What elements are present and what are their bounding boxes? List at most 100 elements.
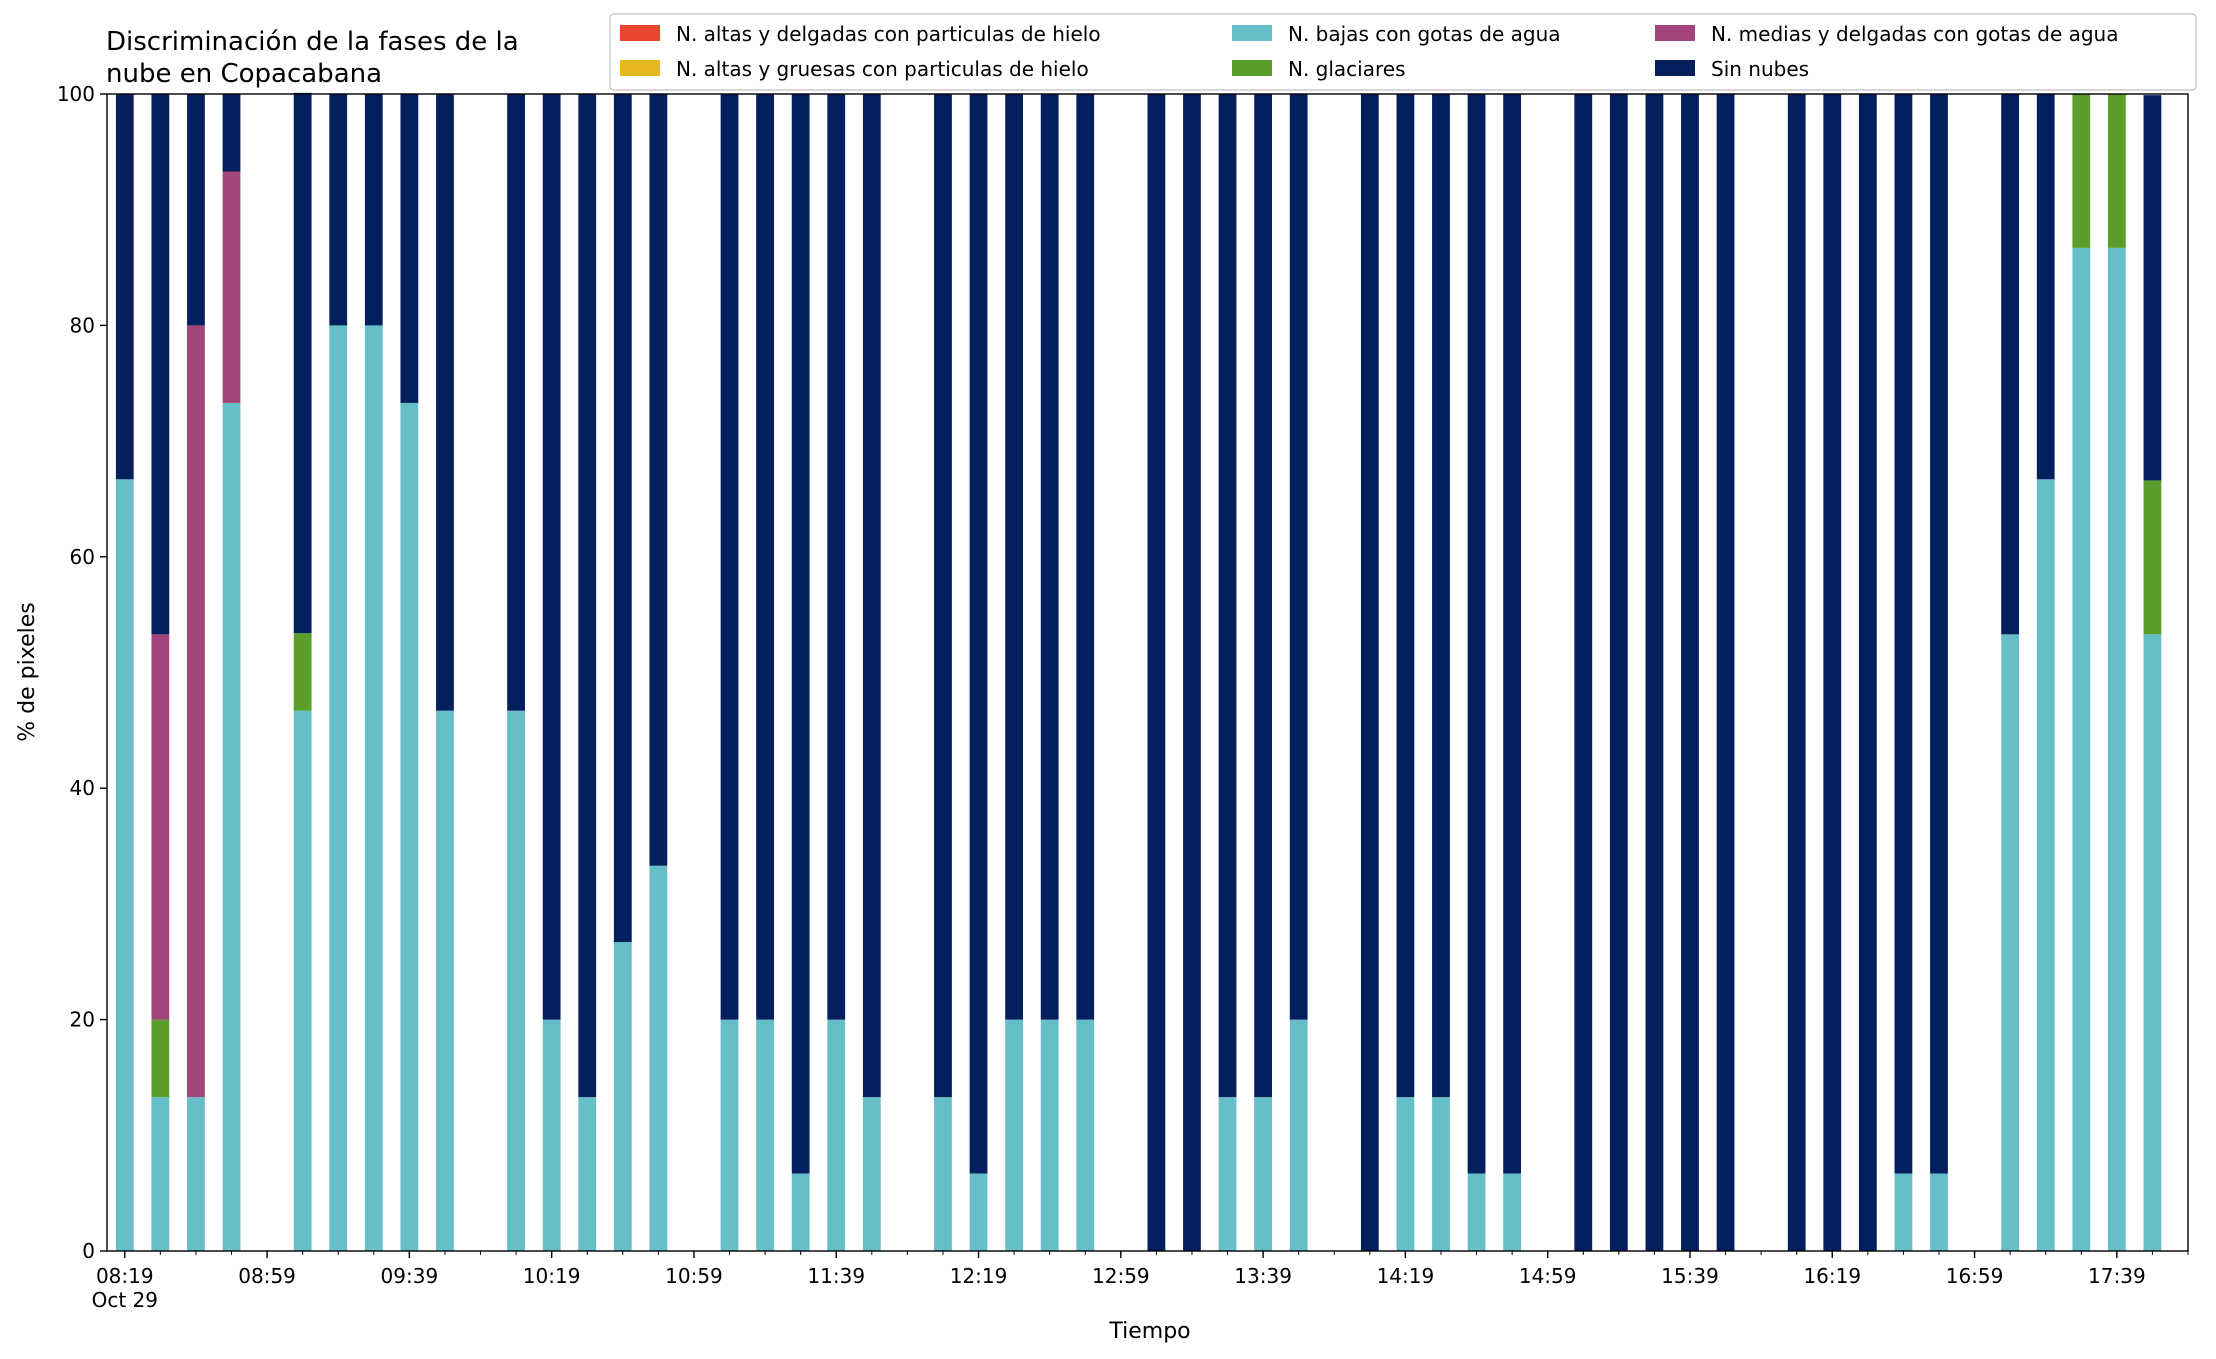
bar-segment	[720, 1019, 739, 1251]
bar-segment	[187, 325, 205, 1098]
bar-segment	[1716, 94, 1735, 1251]
bar-segment	[2036, 94, 2055, 480]
bar-segment	[1467, 1173, 1486, 1251]
bar-segment	[1681, 94, 1699, 1251]
bar-segment	[1218, 94, 1237, 1098]
bar-segment	[329, 94, 348, 326]
bar-segment	[1503, 1173, 1522, 1251]
bar-segment	[187, 94, 205, 326]
bar-segment	[1930, 94, 1948, 1174]
bar-segment	[1005, 1019, 1023, 1251]
legend-swatch	[1655, 60, 1695, 76]
bar-segment	[1076, 94, 1095, 1020]
bar-segment	[1289, 94, 1308, 1020]
bar-segment	[222, 171, 241, 403]
bar-segment	[613, 94, 632, 943]
x-tick-label: 10:19	[523, 1264, 581, 1288]
bar-segment	[2143, 95, 2162, 481]
bar-segment	[364, 325, 383, 1251]
x-tick-label: 16:19	[1803, 1264, 1861, 1288]
bar-segment	[1930, 1173, 1948, 1251]
bar-segment	[2001, 94, 2020, 635]
bar-segment	[1823, 94, 1842, 1251]
bar-segment	[969, 1173, 988, 1251]
bar-segment	[542, 94, 561, 1020]
bar-segment	[1609, 94, 1628, 1251]
bar-segment	[2107, 247, 2126, 1251]
bar-segment	[1147, 94, 1166, 1251]
x-tick-label: 08:59	[238, 1264, 296, 1288]
bar-segment	[1645, 94, 1664, 1251]
bar-segment	[151, 1097, 170, 1251]
bar-segment	[649, 94, 668, 866]
bar-segment	[1432, 1097, 1450, 1251]
x-tick-label: 14:59	[1519, 1264, 1577, 1288]
x-axis-label: Tiempo	[1108, 1319, 1190, 1344]
bar-segment	[2107, 94, 2126, 248]
bar-segment	[222, 402, 241, 1251]
bar-segment	[934, 94, 952, 1098]
bar-segment	[507, 710, 525, 1251]
x-tick-label: 16:59	[1946, 1264, 2004, 1288]
bar-segment	[1254, 94, 1273, 1098]
bar-segment	[2143, 480, 2162, 635]
bar-segment	[115, 94, 134, 480]
x-tick-label: 12:59	[1092, 1264, 1150, 1288]
x-date-label: Oct 29	[92, 1288, 158, 1312]
bar-segment	[2072, 94, 2091, 248]
bar-segment	[613, 942, 632, 1251]
bar-segment	[187, 1097, 205, 1251]
bar-segment	[1396, 1097, 1415, 1251]
x-tick-label: 15:39	[1661, 1264, 1719, 1288]
bar-segment	[1894, 94, 1913, 1174]
legend-label: N. altas y gruesas con particulas de hie…	[676, 57, 1089, 81]
bar-segment	[969, 94, 988, 1174]
bar-segment	[2036, 479, 2055, 1251]
x-tick-label: 14:19	[1377, 1264, 1435, 1288]
y-axis-label: % de pixeles	[15, 602, 40, 741]
legend-swatch	[1655, 25, 1695, 41]
bars-layer	[115, 92, 2162, 1251]
bar-segment	[293, 710, 312, 1251]
bar-segment	[1360, 94, 1379, 1251]
bar-segment	[862, 94, 881, 1098]
x-tick-label: 11:39	[807, 1264, 865, 1288]
y-tick-label: 60	[70, 545, 95, 569]
bar-segment	[1289, 1019, 1308, 1251]
legend-label: N. glaciares	[1288, 57, 1406, 81]
bar-segment	[400, 94, 419, 403]
bar-segment	[1040, 1019, 1059, 1251]
x-tick-label: 12:19	[950, 1264, 1008, 1288]
bar-segment	[222, 94, 241, 172]
bar-segment	[756, 94, 774, 1020]
bar-segment	[1858, 94, 1877, 1251]
bar-segment	[578, 1097, 597, 1251]
bar-segment	[1503, 94, 1522, 1174]
legend-swatch	[1232, 25, 1272, 41]
legend-swatch	[1232, 60, 1272, 76]
y-tick-label: 100	[57, 82, 95, 106]
bar-segment	[791, 1173, 810, 1251]
bar-segment	[862, 1097, 881, 1251]
y-tick-label: 0	[82, 1239, 95, 1263]
bar-segment	[827, 94, 846, 1020]
bar-segment	[151, 1019, 170, 1098]
x-tick-label: 09:39	[381, 1264, 439, 1288]
bar-segment	[151, 634, 170, 1020]
y-tick-label: 20	[70, 1008, 95, 1032]
bar-segment	[436, 710, 454, 1251]
legend-frame	[609, 13, 2197, 91]
legend-swatch	[620, 25, 660, 41]
bar-segment	[756, 1019, 774, 1251]
bar-segment	[578, 94, 597, 1098]
bar-segment	[436, 94, 454, 711]
bar-segment	[400, 402, 419, 1251]
bar-segment	[1005, 94, 1023, 1020]
bar-segment	[542, 1019, 561, 1251]
x-tick-label: 08:19	[96, 1264, 154, 1288]
legend-swatch	[620, 60, 660, 76]
bar-segment	[507, 94, 525, 711]
